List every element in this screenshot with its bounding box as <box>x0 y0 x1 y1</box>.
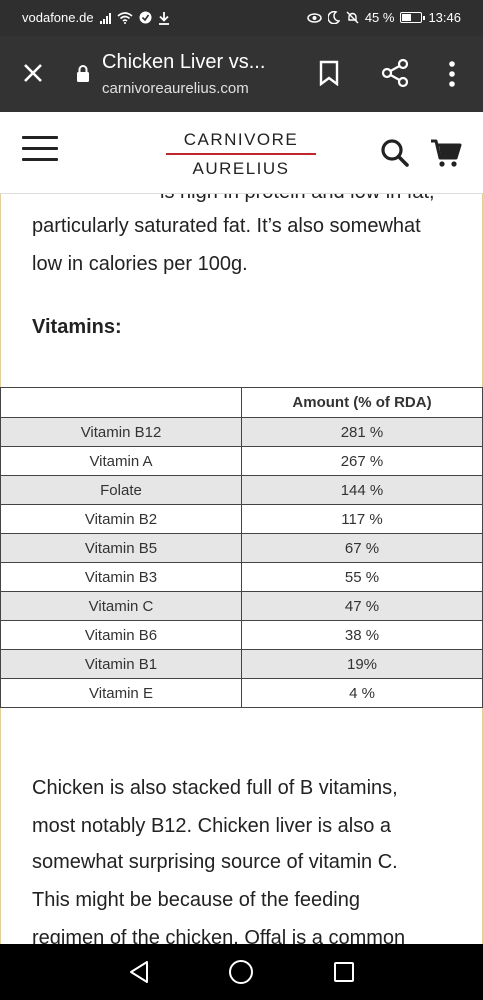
table-header-row: Amount (% of RDA) <box>0 387 483 418</box>
status-bar: vodafone.de 45 % 13:46 <box>0 0 483 36</box>
cart-icon[interactable] <box>430 138 462 168</box>
logo-line-1: CARNIVORE <box>183 130 299 149</box>
vitamin-amount: 144 % <box>241 475 483 505</box>
lock-icon <box>77 65 89 82</box>
vitamin-name: Vitamin B2 <box>0 504 242 534</box>
system-nav-bar <box>0 944 483 1000</box>
back-icon[interactable] <box>128 960 150 984</box>
paragraph-line: Chicken is also stacked full of B vitami… <box>32 777 398 799</box>
carrier-label: vodafone.de <box>22 10 94 25</box>
table-row: Vitamin B2 117 % <box>0 504 483 534</box>
vitamin-amount: 117 % <box>241 504 483 534</box>
vitamins-table: Amount (% of RDA) Vitamin B12 281 % Vitam… <box>0 387 483 708</box>
vitamin-name: Vitamin B1 <box>0 649 242 679</box>
logo-divider <box>166 153 316 155</box>
bookmark-icon[interactable] <box>318 60 340 86</box>
paragraph-line: regimen of the chicken. Offal is a commo… <box>32 927 406 944</box>
battery-percent: 45 % <box>364 10 395 25</box>
paragraph-line: low in calories per 100g. <box>32 253 248 275</box>
do-not-disturb-moon-icon <box>327 11 340 24</box>
table-row: Vitamin B3 55 % <box>0 562 483 592</box>
table-row: Vitamin B12 281 % <box>0 417 483 447</box>
battery-icon <box>400 12 426 23</box>
vitamin-amount: 281 % <box>241 417 483 447</box>
table-row: Vitamin B5 67 % <box>0 533 483 563</box>
share-icon[interactable] <box>380 58 410 88</box>
site-header: CARNIVORE AURELIUS <box>0 112 483 194</box>
download-icon <box>158 11 169 25</box>
vitamin-name: Vitamin B12 <box>0 417 242 447</box>
paragraph-line: particularly saturated fat. It’s also so… <box>32 215 421 237</box>
page-url[interactable]: carnivoreaurelius.com <box>102 80 249 97</box>
vitamin-name: Vitamin C <box>0 591 242 621</box>
paragraph-line: This might be because of the feeding <box>32 889 360 911</box>
table-header-name <box>0 387 242 418</box>
vitamin-name: Folate <box>0 475 242 505</box>
table-row: Vitamin B1 19% <box>0 649 483 679</box>
vitamin-name: Vitamin B5 <box>0 533 242 563</box>
table-header-amount: Amount (% of RDA) <box>241 387 483 418</box>
logo-line-2: AURELIUS <box>192 159 290 178</box>
vitamin-amount: 67 % <box>241 533 483 563</box>
more-vert-icon[interactable] <box>440 60 464 88</box>
hamburger-icon[interactable] <box>22 136 58 166</box>
close-icon[interactable] <box>18 58 48 88</box>
vitamin-name: Vitamin A <box>0 446 242 476</box>
article-content: is high in protein and low in fat, parti… <box>0 194 483 944</box>
home-icon[interactable] <box>229 960 253 984</box>
vitamin-name: Vitamin B3 <box>0 562 242 592</box>
table-row: Vitamin C 47 % <box>0 591 483 621</box>
browser-toolbar: Chicken Liver vs... carnivoreaurelius.co… <box>0 36 483 112</box>
vitamin-amount: 38 % <box>241 620 483 650</box>
paragraph-line: somewhat surprising source of vitamin C. <box>32 851 398 873</box>
vitamin-name: Vitamin B6 <box>0 620 242 650</box>
vitamin-amount: 4 % <box>241 678 483 708</box>
table-row: Folate 144 % <box>0 475 483 505</box>
page-title[interactable]: Chicken Liver vs... <box>102 51 266 73</box>
table-row: Vitamin A 267 % <box>0 446 483 476</box>
clock: 13:46 <box>428 10 461 25</box>
vitamins-heading: Vitamins: <box>32 316 122 338</box>
wifi-icon <box>117 11 133 24</box>
vitamin-amount: 267 % <box>241 446 483 476</box>
eye-comfort-icon <box>307 12 322 23</box>
vitamin-amount: 55 % <box>241 562 483 592</box>
site-logo[interactable]: CARNIVORE AURELIUS <box>166 130 316 179</box>
vitamin-amount: 47 % <box>241 591 483 621</box>
cut-off-text-line: is high in protein and low in fat, <box>160 194 483 204</box>
vitamin-name: Vitamin E <box>0 678 242 708</box>
table-row: Vitamin B6 38 % <box>0 620 483 650</box>
vitamin-amount: 19% <box>241 649 483 679</box>
search-icon[interactable] <box>380 138 410 168</box>
recent-apps-icon[interactable] <box>334 962 354 982</box>
muted-bell-icon <box>346 11 359 24</box>
paragraph-line: most notably B12. Chicken liver is also … <box>32 815 392 837</box>
signal-icon <box>99 12 111 24</box>
app-notification-icon <box>139 11 152 24</box>
